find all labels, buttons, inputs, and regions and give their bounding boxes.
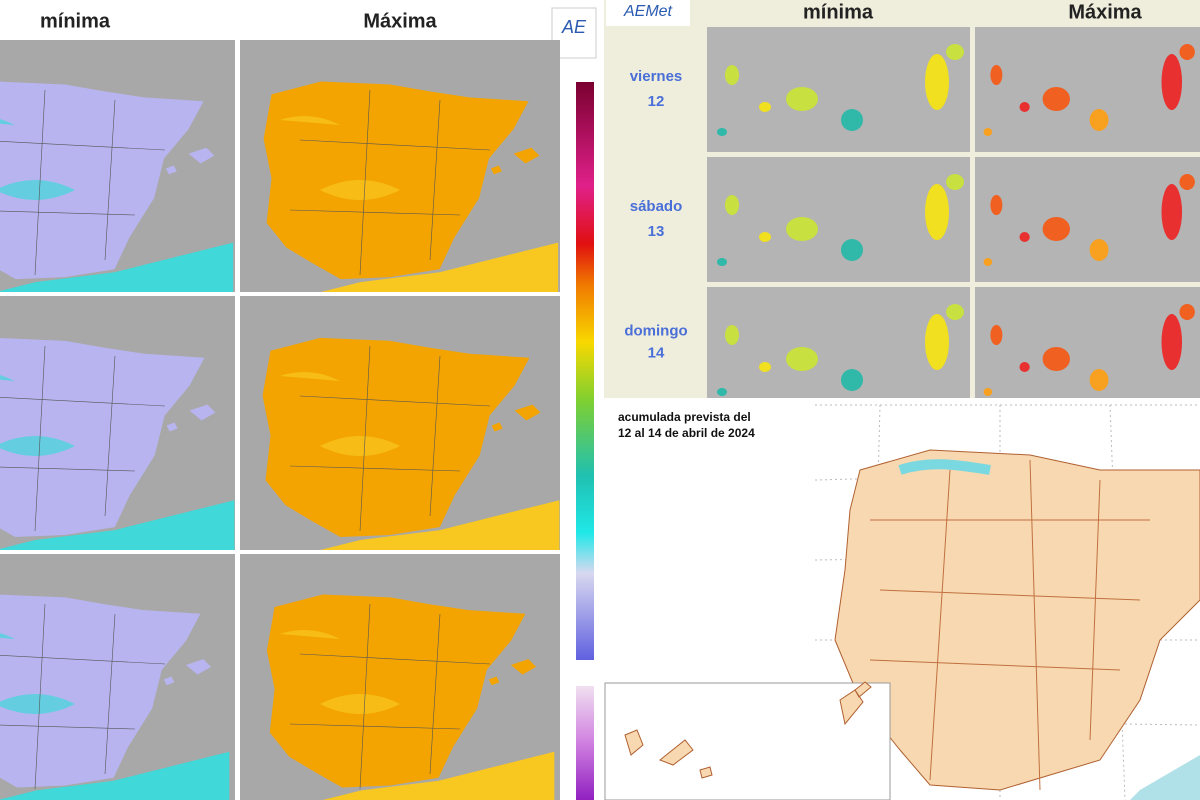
patch (280, 372, 400, 456)
island (1019, 102, 1030, 112)
island (983, 128, 993, 136)
map-cell (707, 27, 970, 152)
island (759, 232, 771, 242)
island (841, 369, 863, 391)
island (725, 65, 739, 85)
patch (280, 116, 400, 200)
island (1161, 54, 1183, 110)
island (1089, 239, 1109, 261)
island (786, 217, 818, 241)
map-cell (240, 40, 560, 292)
island (725, 325, 739, 345)
day-number: 13 (648, 223, 665, 240)
island (841, 109, 863, 131)
island (1019, 362, 1030, 372)
map-cell (240, 296, 560, 550)
boundaries (289, 345, 491, 532)
island (725, 195, 739, 215)
boundaries (289, 89, 491, 276)
island (990, 65, 1003, 85)
island (1161, 314, 1183, 370)
column-header: mínima (40, 10, 111, 32)
day-name: viernes (630, 68, 683, 85)
column-header: Máxima (363, 10, 437, 32)
boundaries (0, 603, 166, 790)
map-cell (0, 40, 235, 292)
map-cell (707, 157, 970, 282)
boundaries (289, 603, 491, 790)
column-header: mínima (803, 1, 874, 23)
island (1089, 369, 1109, 391)
island (759, 362, 771, 372)
boundaries (0, 89, 166, 276)
island (990, 325, 1003, 345)
island (717, 388, 727, 396)
day-number: 14 (648, 345, 665, 362)
inset-islands (624, 681, 872, 779)
island (1179, 304, 1195, 320)
africa-land (1130, 755, 1200, 800)
logo-box (606, 0, 690, 26)
island (1042, 217, 1070, 241)
island (1179, 44, 1195, 60)
map-cell (975, 287, 1200, 398)
map-cell (975, 157, 1200, 282)
island (786, 347, 818, 371)
day-number: 12 (648, 93, 665, 110)
island (759, 102, 771, 112)
map-cell (707, 287, 970, 398)
day-name: domingo (624, 322, 687, 339)
island (841, 239, 863, 261)
rain-area (898, 459, 991, 475)
color-legend (576, 686, 594, 800)
logo: AEMet (623, 3, 673, 20)
island (1089, 109, 1109, 131)
logo-fragment: AE (561, 17, 587, 37)
island (925, 314, 949, 370)
precip-map (604, 404, 1200, 800)
island (1042, 87, 1070, 111)
island (1161, 184, 1183, 240)
precip-title: 12 al 14 de abril de 2024 (618, 426, 755, 440)
map-cell (240, 554, 560, 800)
map-cell (975, 27, 1200, 152)
patch (280, 630, 400, 714)
island (1179, 174, 1195, 190)
island (946, 174, 964, 190)
map-grid (0, 40, 560, 800)
island (925, 184, 949, 240)
island (1042, 347, 1070, 371)
map-cell (0, 296, 235, 550)
island (983, 258, 993, 266)
island (1019, 232, 1030, 242)
boundaries (869, 459, 1150, 791)
map-grid: viernes 12 sábado 13 domingo 14 (624, 27, 1200, 398)
iberia-land (834, 449, 1200, 791)
day-name: sábado (630, 198, 683, 215)
patch (0, 633, 75, 714)
island (717, 128, 727, 136)
island (946, 44, 964, 60)
column-header: Máxima (1068, 1, 1142, 23)
island (717, 258, 727, 266)
island (925, 54, 949, 110)
island (946, 304, 964, 320)
island (786, 87, 818, 111)
precip-title: acumulada prevista del (618, 410, 751, 424)
color-legend (576, 82, 594, 660)
island (983, 388, 993, 396)
patch (0, 375, 75, 456)
map-cell (0, 554, 235, 800)
patch (0, 119, 75, 200)
boundaries (0, 345, 166, 532)
island (990, 195, 1003, 215)
